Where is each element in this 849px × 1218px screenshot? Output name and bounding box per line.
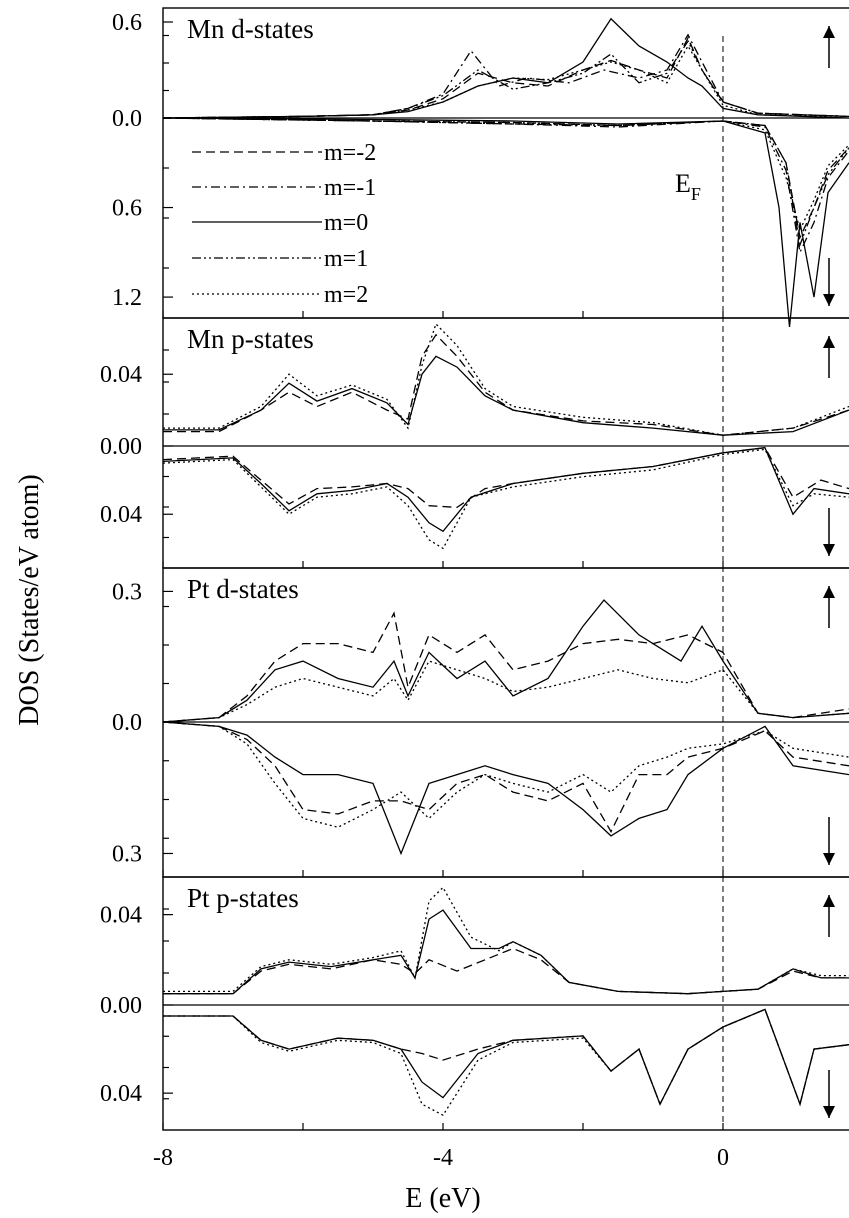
y-tick-label: 0.3 bbox=[112, 579, 142, 605]
legend-entry: m=1 bbox=[324, 246, 368, 272]
x-axis-label: E (eV) bbox=[405, 1183, 480, 1214]
spin-down-arrowhead bbox=[823, 1106, 835, 1118]
y-tick-label: 0.0 bbox=[112, 710, 142, 736]
spin-up-arrowhead bbox=[823, 336, 835, 348]
series-down-m=0 bbox=[163, 1008, 849, 1107]
series-up-m=-2 bbox=[162, 611, 849, 723]
panel-frame bbox=[162, 317, 849, 569]
series-down-m=2 bbox=[162, 448, 849, 550]
series-up-m=-2 bbox=[163, 947, 849, 995]
spin-down-arrowhead bbox=[823, 294, 835, 306]
series-up-m=2 bbox=[163, 322, 849, 436]
series-up-m=1 bbox=[162, 39, 849, 119]
series-up-m=2 bbox=[162, 660, 849, 723]
spin-up-arrowhead bbox=[823, 586, 835, 598]
series-up-m=2 bbox=[163, 886, 849, 995]
panel-mn-d-states: 0.6 0.0 0.6 1.2 Mn d-states bbox=[112, 7, 849, 327]
series-down-m=0 bbox=[162, 117, 849, 327]
series-down-m=-2 bbox=[163, 1008, 849, 1107]
legend-entry: m=-1 bbox=[324, 175, 376, 201]
x-tick-labels: -8 -4 0 bbox=[153, 1145, 729, 1171]
y-tick-label: 0.04 bbox=[100, 502, 142, 528]
panels-layer: 0.6 0.0 0.6 1.2 Mn d-states 0.04 0.00 0.04 Mn p-… bbox=[100, 7, 849, 1131]
y-tick-label: 0.6 bbox=[112, 196, 142, 222]
series-down-m=-2 bbox=[162, 721, 849, 833]
y-tick-label: 0.00 bbox=[100, 434, 142, 460]
x-tick-label: -4 bbox=[433, 1145, 453, 1171]
panel-frame bbox=[162, 7, 849, 319]
series-up-m=2 bbox=[162, 44, 849, 119]
series-down-m=0 bbox=[162, 446, 849, 533]
legend-entry: m=2 bbox=[324, 282, 368, 308]
fermi-label: EF bbox=[675, 169, 701, 204]
panel-label: Mn d-states bbox=[187, 14, 314, 44]
series-down-m=2 bbox=[162, 721, 849, 828]
series-down-m=2 bbox=[163, 1008, 849, 1117]
y-tick-label: 0.6 bbox=[112, 10, 142, 36]
x-tick-label: -8 bbox=[153, 1145, 173, 1171]
spin-up-arrowhead bbox=[823, 26, 835, 38]
panel-pt-p-states: 0.04 0.00 0.04 Pt p-states bbox=[100, 876, 849, 1131]
series-up-m=0 bbox=[162, 599, 849, 723]
spin-down-arrowhead bbox=[823, 853, 835, 865]
panel-pt-d-states: 0.3 0.0 0.3 Pt d-states bbox=[112, 567, 849, 878]
series-up-m=-2 bbox=[162, 36, 849, 119]
series-down-m=-1 bbox=[162, 117, 849, 255]
y-tick-label: 0.04 bbox=[100, 903, 142, 929]
spin-up-arrowhead bbox=[823, 895, 835, 907]
series-up-m=0 bbox=[162, 17, 849, 119]
series-down-m=-2 bbox=[162, 117, 849, 240]
y-tick-label: 0.04 bbox=[100, 1081, 142, 1107]
y-tick-label: 0.3 bbox=[112, 841, 142, 867]
series-down-m=2 bbox=[162, 117, 849, 232]
series-up-m=0 bbox=[163, 355, 849, 436]
series-up-m=-1 bbox=[162, 33, 849, 119]
spin-down-arrowhead bbox=[823, 544, 835, 556]
series-down-m=1 bbox=[162, 117, 849, 248]
y-tick-label: 0.00 bbox=[100, 993, 142, 1019]
legend-entry: m=-2 bbox=[324, 140, 376, 166]
panel-label: Pt p-states bbox=[187, 883, 299, 913]
x-tick-label: 0 bbox=[717, 1145, 729, 1171]
y-tick-label: 0.0 bbox=[112, 106, 142, 132]
panel-mn-p-states: 0.04 0.00 0.04 Mn p-states bbox=[100, 317, 849, 569]
series-down-m=0 bbox=[162, 721, 849, 856]
y-axis-label: DOS (States/eV atom) bbox=[14, 474, 45, 725]
y-tick-label: 1.2 bbox=[112, 285, 142, 311]
y-tick-label: 0.04 bbox=[100, 362, 142, 388]
panel-label: Mn p-states bbox=[187, 324, 314, 354]
panel-label: Pt d-states bbox=[187, 574, 299, 604]
legend: m=-2 m=-1 m=0 m=1 m=2 bbox=[192, 140, 376, 308]
panel-frame bbox=[162, 876, 849, 1131]
series-down-m=-2 bbox=[162, 447, 849, 509]
legend-entry: m=0 bbox=[324, 210, 368, 236]
